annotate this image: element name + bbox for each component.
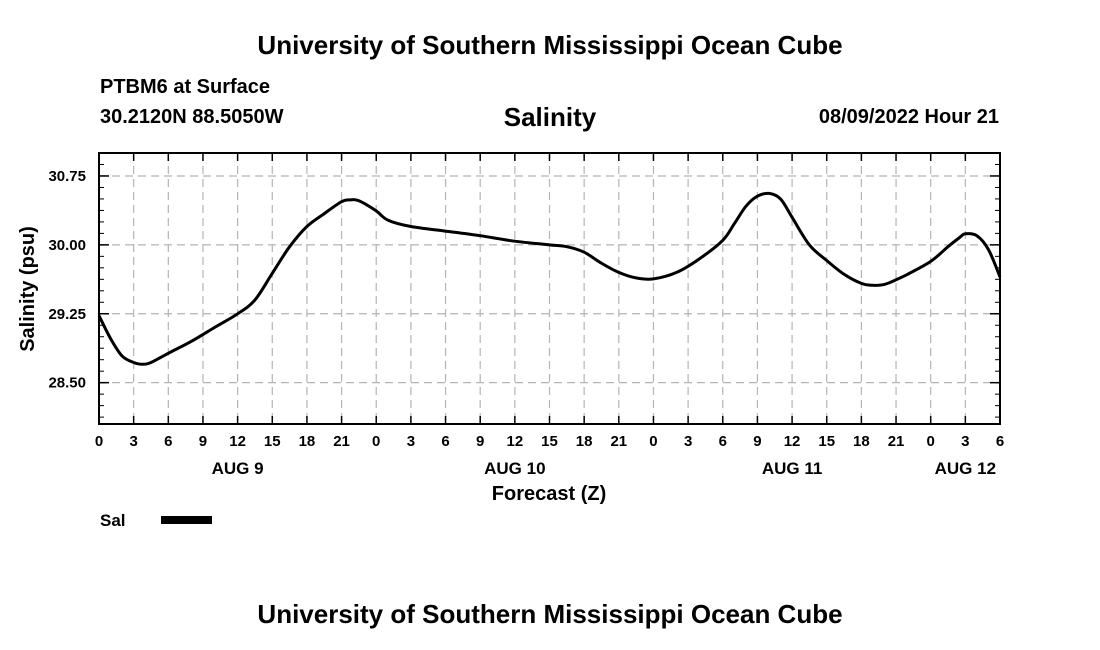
x-tick-label: 3	[961, 433, 969, 450]
x-tick-label: 21	[888, 433, 905, 450]
x-tick-label: 12	[784, 433, 801, 450]
day-label: AUG 10	[484, 459, 545, 478]
x-tick-label: 9	[753, 433, 761, 450]
page-title: University of Southern Mississippi Ocean…	[257, 30, 843, 60]
station-label: PTBM6 at Surface	[100, 76, 271, 98]
legend: Sal	[100, 511, 212, 530]
station-coordinates: 30.2120N 88.5050W	[100, 106, 284, 128]
y-tick-label: 29.25	[48, 306, 86, 323]
x-tick-label: 21	[333, 433, 350, 450]
x-tick-label: 0	[927, 433, 935, 450]
grid-lines	[99, 153, 1000, 424]
x-tick-label: 3	[407, 433, 415, 450]
y-tick-label: 30.75	[48, 168, 86, 185]
chart-title: Salinity	[503, 102, 597, 132]
footer-title: University of Southern Mississippi Ocean…	[257, 599, 843, 629]
x-tick-label: 9	[199, 433, 207, 450]
x-tick-label: 18	[299, 433, 316, 450]
x-tick-label: 12	[229, 433, 246, 450]
series-line-sal	[97, 191, 1002, 366]
x-axis-title: Forecast (Z)	[492, 483, 606, 505]
day-label: AUG 9	[212, 459, 264, 478]
x-tick-label: 21	[610, 433, 627, 450]
legend-swatch-sal	[161, 516, 212, 524]
x-tick-label: 3	[129, 433, 137, 450]
x-tick-label: 18	[576, 433, 593, 450]
x-tick-label: 6	[164, 433, 172, 450]
y-tick-label: 30.00	[48, 237, 86, 254]
x-tick-label: 3	[684, 433, 692, 450]
day-label: AUG 12	[935, 459, 996, 478]
x-tick-label: 0	[372, 433, 380, 450]
x-tick-label: 18	[853, 433, 870, 450]
axis-labels: 0 3 6 9 12 15 18 21 0 3 6 9 12 15 18 21 0 3 6 9 12 15 18 21 0 3 6 2…	[48, 168, 1004, 478]
x-tick-label: 6	[719, 433, 727, 450]
legend-label-sal: Sal	[100, 511, 126, 530]
x-tick-label: 15	[818, 433, 835, 450]
x-tick-label: 9	[476, 433, 484, 450]
y-tick-label: 28.50	[48, 375, 86, 392]
x-tick-label: 6	[441, 433, 449, 450]
y-axis-title: Salinity (psu)	[17, 226, 39, 352]
x-tick-label: 0	[649, 433, 657, 450]
x-tick-label: 0	[95, 433, 103, 450]
forecast-timestamp: 08/09/2022 Hour 21	[818, 106, 999, 128]
plot-frame	[98, 152, 1001, 425]
day-label: AUG 11	[762, 459, 822, 478]
x-tick-label: 15	[541, 433, 558, 450]
x-tick-label: 6	[996, 433, 1004, 450]
x-tick-label: 12	[507, 433, 524, 450]
x-tick-label: 15	[264, 433, 281, 450]
